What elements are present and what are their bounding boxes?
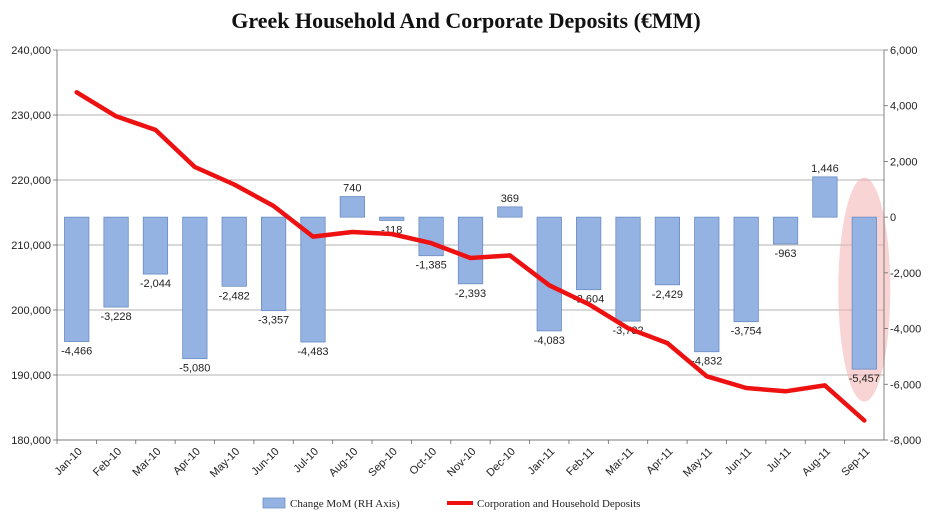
bar-data-label: -963 <box>775 248 797 260</box>
bar-data-label: -3,754 <box>731 326 762 338</box>
bar <box>64 216 90 342</box>
bar <box>772 216 799 245</box>
bar-series: -4,466 -3,228 -2,044 -5,080 -2,482 -3,357 -4,4… <box>61 163 880 385</box>
legend-bar-label: Change MoM (RH Axis) <box>290 498 400 510</box>
x-tick-label: Jun-10 <box>249 446 281 478</box>
left-tick-label: 190,000 <box>11 370 51 382</box>
right-tick-label: 6,000 <box>890 45 918 57</box>
left-tick-label: 180,000 <box>11 435 51 447</box>
chart-title: Greek Household And Corporate Deposits (… <box>231 8 701 33</box>
bar-data-label: -4,483 <box>297 346 328 358</box>
legend: Change MoM (RH Axis) Corporation and Hou… <box>262 497 640 510</box>
x-tick-label: Jul-10 <box>291 446 321 476</box>
bar-data-label: -2,429 <box>652 289 683 301</box>
x-tick-label: Aug-11 <box>800 446 833 479</box>
x-tick-label: Feb-11 <box>564 446 597 479</box>
bar <box>497 206 523 218</box>
bar-data-label: -1,385 <box>416 260 447 272</box>
right-tick-label: -8,000 <box>890 435 921 447</box>
bar-data-label: 369 <box>501 193 519 205</box>
left-tick-label: 220,000 <box>11 175 51 187</box>
left-tick-label: 240,000 <box>11 45 51 57</box>
bar-data-label: -3,357 <box>258 315 289 327</box>
bar-data-label: 1,446 <box>811 163 839 175</box>
right-tick-label: -6,000 <box>890 379 921 391</box>
bar <box>851 216 877 370</box>
bar <box>812 176 838 218</box>
bar-data-label: -5,080 <box>179 363 210 375</box>
bar-data-label: -2,393 <box>455 288 486 300</box>
bar-data-label: -3,732 <box>612 325 643 337</box>
bar <box>379 216 405 221</box>
right-tick-label: 0 <box>890 212 896 224</box>
right-tick-label: 2,000 <box>890 156 918 168</box>
x-tick-label: Mar-10 <box>130 446 163 479</box>
x-tick-label: Apr-10 <box>171 446 203 478</box>
bar-data-label: -3,228 <box>100 311 131 323</box>
line-series <box>74 90 867 423</box>
x-tick-label: Aug-10 <box>327 446 361 480</box>
bar <box>260 216 287 312</box>
bar <box>103 216 129 308</box>
x-tick-label: Jan-11 <box>526 446 558 478</box>
bar <box>576 216 602 291</box>
x-tick-label: Oct-10 <box>407 446 439 478</box>
bar <box>142 216 169 275</box>
bar <box>694 216 720 353</box>
bar <box>221 216 247 287</box>
bar-data-label: -4,466 <box>61 346 92 358</box>
bar <box>615 216 641 322</box>
x-tick-label: Mar-11 <box>604 446 637 479</box>
bar <box>536 216 562 332</box>
bar <box>457 216 484 285</box>
x-tick-label: Jan-10 <box>53 446 85 478</box>
bar <box>339 196 365 218</box>
left-tick-label: 230,000 <box>11 110 51 122</box>
bar <box>182 216 208 360</box>
x-tick-label: Dec-10 <box>484 446 518 480</box>
left-tick-label: 210,000 <box>11 240 51 252</box>
bar <box>733 216 759 323</box>
x-tick-label: May-10 <box>208 446 242 480</box>
bar-data-label: -2,482 <box>219 290 250 302</box>
legend-bar-swatch <box>262 497 286 509</box>
x-tick-label: Sep-10 <box>366 446 400 480</box>
right-tick-label: -4,000 <box>890 324 921 336</box>
bar-data-label: -4,083 <box>534 335 565 347</box>
x-tick-label: Nov-10 <box>445 446 479 480</box>
x-tick-label: May-11 <box>681 446 715 480</box>
bar <box>654 216 681 286</box>
bar-data-label: -2,044 <box>140 278 171 290</box>
x-tick-label: Jun-11 <box>723 446 755 478</box>
x-tick-label: Feb-10 <box>91 446 124 479</box>
left-tick-label: 200,000 <box>11 305 51 317</box>
bar-data-label: -5,457 <box>849 373 880 385</box>
deposits-line <box>74 90 867 423</box>
bar <box>418 216 444 257</box>
bar-data-label: -4,832 <box>691 356 722 368</box>
right-tick-label: -2,000 <box>890 268 921 280</box>
right-tick-label: 4,000 <box>890 101 918 113</box>
bar-data-label: 740 <box>343 183 361 195</box>
legend-line-label: Corporation and Household Deposits <box>477 498 640 510</box>
x-tick-label: Apr-11 <box>644 446 675 477</box>
x-tick-label: Sep-11 <box>839 446 872 479</box>
x-tick-label: Jul-11 <box>765 446 794 475</box>
